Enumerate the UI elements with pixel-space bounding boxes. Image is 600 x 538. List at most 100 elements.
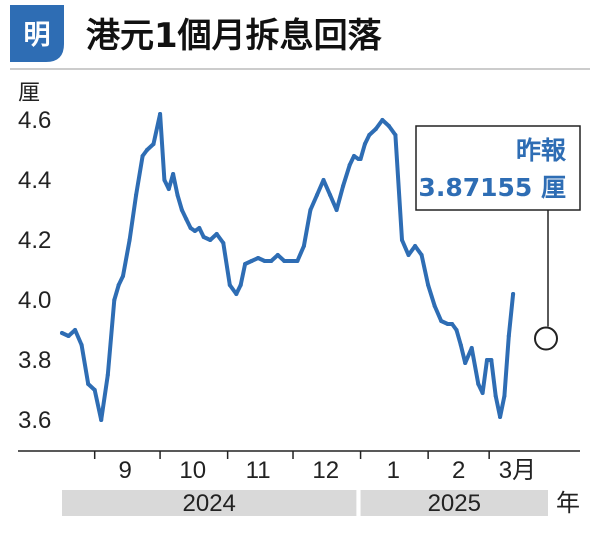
- data-point: [450, 322, 455, 326]
- data-point: [197, 226, 202, 230]
- data-point: [328, 193, 333, 197]
- data-point: [469, 346, 474, 350]
- logo-char: 明: [24, 20, 51, 51]
- ming-pao-logo-icon: [10, 5, 64, 62]
- x-axis-unit: 年: [556, 490, 580, 517]
- data-point: [162, 178, 167, 182]
- data-point: [249, 259, 254, 263]
- data-point: [498, 415, 503, 419]
- x-tick-label: 9: [119, 457, 132, 484]
- data-point: [158, 112, 163, 116]
- data-point: [116, 283, 121, 287]
- data-point: [121, 274, 126, 278]
- data-point: [262, 259, 267, 263]
- data-point: [502, 394, 507, 398]
- data-point: [301, 244, 306, 248]
- data-point: [105, 373, 110, 377]
- year-label: 2024: [183, 490, 236, 517]
- year-label: 2025: [428, 490, 481, 517]
- data-point: [184, 217, 189, 221]
- x-tick-label: 2: [452, 457, 465, 484]
- data-point: [386, 124, 391, 128]
- callout-box: [415, 125, 581, 211]
- data-point: [341, 184, 346, 188]
- data-point: [493, 394, 498, 398]
- y-tick-label: 4.2: [18, 227, 51, 254]
- data-point: [166, 187, 171, 191]
- data-point: [367, 133, 372, 137]
- data-point: [426, 283, 431, 287]
- data-point: [243, 262, 248, 266]
- data-point: [480, 391, 485, 395]
- data-point: [347, 163, 352, 167]
- y-axis-unit: 厘: [18, 80, 40, 105]
- data-point: [275, 253, 280, 257]
- data-point: [288, 259, 293, 263]
- year-band: [62, 490, 357, 516]
- data-point: [314, 193, 319, 197]
- data-point: [227, 283, 232, 287]
- x-tick-label: 1: [387, 457, 400, 484]
- data-point: [269, 259, 274, 263]
- chart-title: 港元1個月拆息回落: [86, 16, 383, 56]
- y-tick-label: 4.4: [18, 167, 51, 194]
- data-point: [92, 388, 97, 392]
- x-tick-label: 10: [179, 457, 206, 484]
- year-band: [360, 490, 548, 516]
- x-tick-label: 12: [312, 457, 339, 484]
- data-point: [234, 292, 239, 296]
- y-tick-label: 4.0: [18, 287, 51, 314]
- callout-value: 3.87155 厘: [418, 173, 566, 202]
- data-point: [489, 358, 494, 362]
- data-point: [454, 328, 459, 332]
- data-point: [127, 238, 132, 242]
- data-point: [188, 226, 193, 230]
- data-point: [419, 253, 424, 257]
- latest-value-callout: 昨報 3.87155 厘: [415, 125, 581, 351]
- data-point: [256, 256, 261, 260]
- data-point: [393, 133, 398, 137]
- data-point: [238, 283, 243, 287]
- data-point: [282, 259, 287, 263]
- data-point: [99, 418, 104, 422]
- data-point: [476, 382, 481, 386]
- x-tick-label: 3月: [499, 457, 536, 484]
- data-point: [373, 127, 378, 131]
- y-tick-label: 3.8: [18, 347, 51, 374]
- data-point: [321, 178, 326, 182]
- data-point: [179, 208, 184, 212]
- data-point: [144, 148, 149, 152]
- data-point: [362, 142, 367, 146]
- data-point: [295, 259, 300, 263]
- data-point: [308, 208, 313, 212]
- data-point: [134, 193, 139, 197]
- data-point: [334, 208, 339, 212]
- y-tick-label: 4.6: [18, 107, 51, 134]
- header: 明 港元1個月拆息回落: [10, 5, 590, 70]
- data-point: [66, 334, 71, 338]
- data-point: [192, 229, 197, 233]
- data-point: [60, 331, 64, 335]
- data-point: [406, 253, 411, 257]
- data-point: [201, 235, 206, 239]
- data-point: [214, 232, 219, 236]
- data-point: [175, 193, 180, 197]
- y-tick-labels: 3.6 3.8 4.0 4.2 4.4 4.6: [18, 107, 51, 434]
- data-point: [140, 154, 145, 158]
- data-point: [413, 244, 418, 248]
- data-point: [380, 118, 385, 122]
- latest-point-marker: [534, 326, 558, 351]
- data-point: [432, 304, 437, 308]
- data-point: [73, 328, 78, 332]
- data-point: [221, 241, 226, 245]
- data-point: [86, 382, 91, 386]
- data-point: [463, 361, 468, 365]
- plot-area: [60, 112, 516, 422]
- data-point: [484, 358, 489, 362]
- callout-label: 昨報: [516, 136, 567, 165]
- data-point: [208, 238, 213, 242]
- data-point: [399, 238, 404, 242]
- data-point: [439, 319, 444, 323]
